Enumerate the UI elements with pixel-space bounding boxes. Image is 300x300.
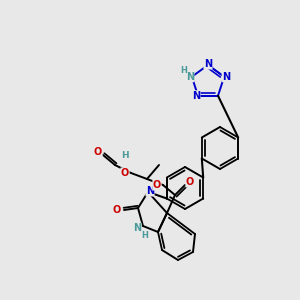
- Text: H: H: [180, 66, 187, 75]
- Text: N: N: [192, 91, 200, 101]
- Text: N: N: [222, 72, 230, 82]
- Text: O: O: [121, 168, 129, 178]
- Text: H: H: [121, 151, 129, 160]
- Text: O: O: [113, 205, 121, 215]
- Text: N: N: [186, 72, 194, 82]
- Text: N: N: [133, 223, 141, 233]
- Text: O: O: [94, 147, 102, 157]
- Text: O: O: [153, 180, 161, 190]
- Text: N: N: [204, 59, 212, 69]
- Text: O: O: [186, 177, 194, 187]
- Text: H: H: [142, 232, 148, 241]
- Text: N: N: [146, 186, 154, 196]
